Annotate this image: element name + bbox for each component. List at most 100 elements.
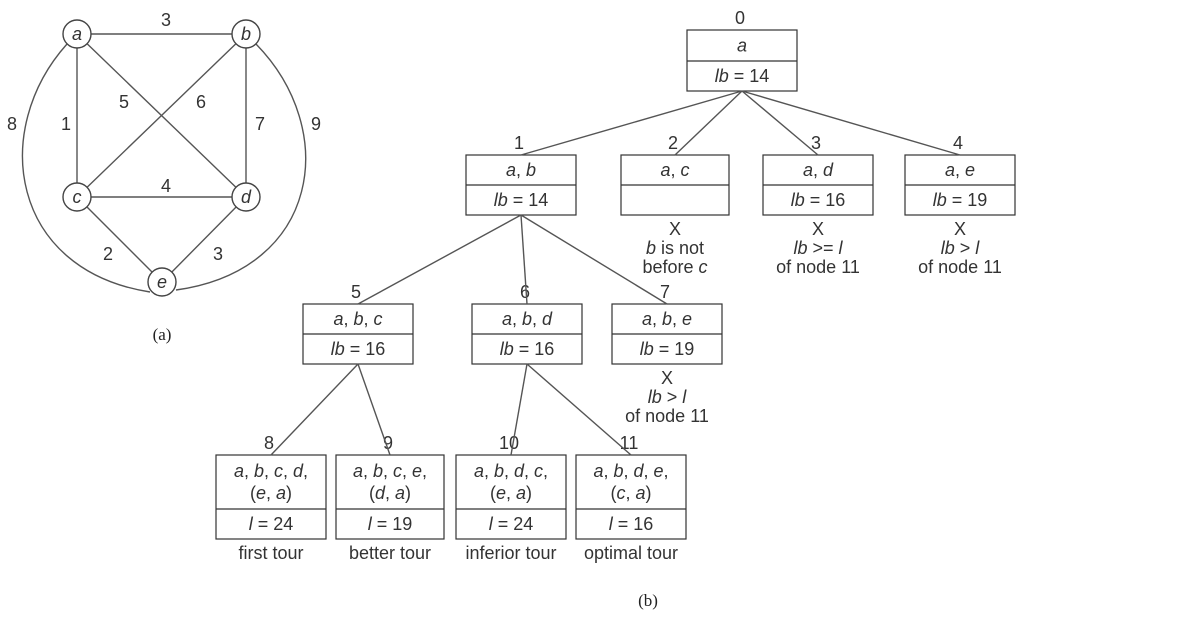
node-path: a (737, 36, 747, 56)
vertex-label-a: a (72, 24, 82, 44)
vertex-b (231, 19, 261, 49)
pruned-mark: X (661, 368, 673, 388)
graph-edge-c-e (76, 196, 163, 283)
node-bound: l = 24 (249, 514, 294, 534)
tree-node-6: 6 a, b, d lb = 16 (471, 282, 583, 365)
node-number: 10 (499, 433, 519, 453)
node-note: better tour (349, 543, 431, 563)
node-bound: l = 19 (368, 514, 413, 534)
node-bound: lb = 16 (791, 190, 846, 210)
node-note: b is not (646, 238, 704, 258)
vertex-label-d: d (241, 187, 252, 207)
node-path: (e, a) (250, 483, 292, 503)
node-note: lb > l (941, 238, 981, 258)
graph-caption: (a) (153, 325, 172, 344)
node-number: 6 (520, 282, 530, 302)
node-number: 1 (514, 133, 524, 153)
vertex-label-c: c (73, 187, 82, 207)
node-number: 7 (660, 282, 670, 302)
node-note: of node 11 (776, 257, 860, 277)
tree-node-11: 11 a, b, d, e,(c, a) l = 16 optimal tour (575, 433, 687, 563)
node-bound: l = 16 (609, 514, 654, 534)
node-path: a, c (660, 160, 689, 180)
node-path: a, d (803, 160, 834, 180)
node-path: a, b, d, e, (593, 461, 668, 481)
tree-link-6-10 (510, 363, 528, 456)
graph-edge-d-e (161, 196, 247, 283)
edge-weight-d-e: 3 (213, 244, 223, 264)
graph-edge-a-e (21, 43, 151, 293)
tree-node-7: 7 a, b, e lb = 19 Xlb > lof node 11 (611, 282, 723, 426)
node-note: lb > l (648, 387, 688, 407)
edge-weight-b-e: 9 (311, 114, 321, 134)
tree-node-8: 8 a, b, c, d,(e, a) l = 24 first tour (215, 433, 327, 563)
node-note: of node 11 (625, 406, 709, 426)
tree-link-0-4 (741, 90, 961, 156)
edge-weight-a-d: 5 (119, 92, 129, 112)
tree-link-6-11 (526, 363, 632, 456)
node-path: a, e (945, 160, 975, 180)
vertex-label-b: b (241, 24, 251, 44)
state-space-tree: 0 a lb = 14 1 a, b lb = 14 2 a, c Xb is notbefor… (215, 8, 1016, 563)
node-path: a, b, c (333, 309, 382, 329)
node-bound: lb = 14 (715, 66, 770, 86)
node-bound: lb = 19 (933, 190, 988, 210)
weighted-graph: 3 1 5 6 7 4 2 3 8 9 a b c d e (7, 10, 321, 297)
tree-link-1-7 (520, 214, 668, 305)
tree-link-1-6 (520, 214, 528, 305)
tree-node-3: 3 a, d lb = 16 Xlb >= lof node 11 (762, 133, 874, 277)
edge-weight-b-c: 6 (196, 92, 206, 112)
pruned-mark: X (669, 219, 681, 239)
tree-link-5-8 (270, 363, 359, 456)
vertex-e (147, 267, 177, 297)
node-path: a, b, e (642, 309, 692, 329)
pruned-mark: X (954, 219, 966, 239)
node-bound: lb = 16 (331, 339, 386, 359)
tree-node-10: 10 a, b, d, c,(e, a) l = 24 inferior tour (455, 433, 567, 563)
node-path: a, b, d (502, 309, 553, 329)
node-note: first tour (238, 543, 303, 563)
edge-weight-a-e: 8 (7, 114, 17, 134)
tree-link-0-3 (741, 90, 819, 156)
node-path: (e, a) (490, 483, 532, 503)
tree-link-5-9 (357, 363, 391, 456)
edge-weight-b-d: 7 (255, 114, 265, 134)
node-box (575, 454, 687, 540)
node-number: 11 (620, 433, 639, 453)
vertex-a (62, 19, 92, 49)
node-box (455, 454, 567, 540)
tree-caption: (b) (638, 591, 658, 610)
node-number: 9 (383, 433, 393, 453)
node-number: 3 (811, 133, 821, 153)
tree-link-1-5 (357, 214, 522, 305)
node-path: a, b, d, c, (474, 461, 548, 481)
tree-node-9: 9 a, b, c, e,(d, a) l = 19 better tour (335, 433, 445, 563)
edge-weight-a-c: 1 (61, 114, 71, 134)
node-number: 5 (351, 282, 361, 302)
node-note: of node 11 (918, 257, 1002, 277)
pruned-mark: X (812, 219, 824, 239)
node-bound: l = 24 (489, 514, 534, 534)
node-path: a, b, c, d, (234, 461, 308, 481)
node-path: a, b, c, e, (353, 461, 427, 481)
node-bound: lb = 19 (640, 339, 695, 359)
node-note: optimal tour (584, 543, 678, 563)
node-path: (d, a) (369, 483, 411, 503)
vertex-d (231, 182, 261, 212)
node-path: (c, a) (610, 483, 651, 503)
node-bound: lb = 14 (494, 190, 549, 210)
node-box (215, 454, 327, 540)
node-note: lb >= l (793, 238, 843, 258)
node-number: 2 (668, 133, 678, 153)
node-path: a, b (506, 160, 536, 180)
tree-node-5: 5 a, b, c lb = 16 (302, 282, 414, 365)
node-number: 0 (735, 8, 745, 28)
node-note: before c (642, 257, 707, 277)
tree-node-1: 1 a, b lb = 14 (465, 133, 577, 216)
node-number: 8 (264, 433, 274, 453)
tree-link-0-2 (674, 90, 743, 156)
graph-edge-b-c (76, 33, 247, 198)
node-note: inferior tour (465, 543, 556, 563)
